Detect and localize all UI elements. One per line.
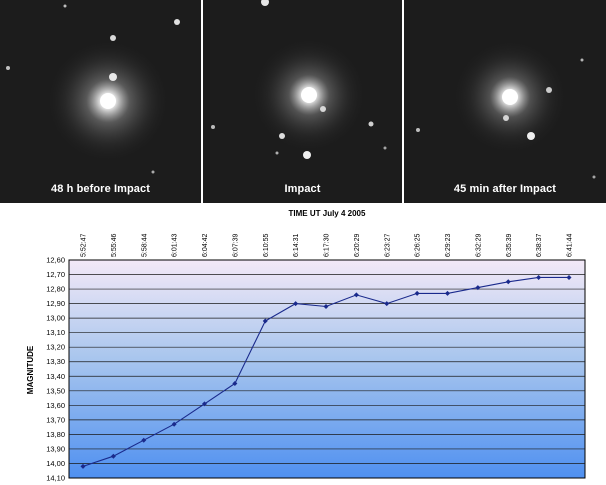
y-tick-label: 13,80 — [46, 430, 65, 439]
y-tick-label: 13,60 — [46, 401, 65, 410]
series-markers — [80, 274, 572, 469]
x-tick-label: 6:17:30 — [324, 234, 331, 257]
data-point — [232, 381, 238, 387]
x-tick-label: 5:58:44 — [141, 234, 148, 257]
y-tick-label: 13,70 — [46, 415, 65, 424]
x-tick-label: 6:10:55 — [263, 234, 270, 257]
comet-image-before — [6, 4, 180, 174]
x-tick-label: 6:23:27 — [384, 234, 391, 257]
x-tick-label: 6:41:44 — [567, 234, 574, 257]
data-point — [293, 301, 299, 307]
data-point — [353, 292, 359, 298]
x-tick-label: 6:32:29 — [475, 234, 482, 257]
comet-image-impact — [211, 0, 387, 159]
data-point — [566, 274, 572, 280]
y-tick-label: 13,50 — [46, 386, 65, 395]
y-axis-ticks: 12,60 12,70 12,80 12,90 13,00 13,10 13,20 13,30… — [46, 256, 65, 483]
data-point — [141, 437, 147, 443]
photo-panel-before: 48 h before Impact — [0, 0, 201, 203]
x-tick-label: 6:07:39 — [232, 234, 239, 257]
y-tick-label: 14,00 — [46, 459, 65, 468]
y-tick-label: 12,90 — [46, 299, 65, 308]
y-tick-label: 12,70 — [46, 270, 65, 279]
y-tick-label: 13,00 — [46, 314, 65, 323]
data-point — [414, 290, 420, 296]
x-tick-label: 5:55:46 — [111, 234, 118, 257]
x-tick-label: 6:26:25 — [415, 234, 422, 257]
data-point — [536, 274, 542, 280]
data-point — [202, 401, 207, 407]
data-point — [80, 463, 86, 469]
x-tick-label: 6:38:37 — [536, 234, 543, 257]
plot-area — [68, 259, 586, 479]
data-point — [171, 421, 177, 427]
data-point — [323, 304, 329, 310]
magnitude-chart: 12,60 12,70 12,80 12,90 13,00 13,10 13,20 13,30… — [26, 209, 586, 483]
x-tick-label: 6:04:42 — [202, 234, 209, 257]
photo-panel-after: 45 min after Impact — [404, 0, 606, 203]
y-tick-label: 13,30 — [46, 357, 65, 366]
x-tick-label: 6:01:43 — [172, 234, 179, 257]
data-point — [445, 290, 450, 296]
grid-lines — [69, 274, 585, 464]
panel-caption: 48 h before Impact — [51, 183, 150, 195]
x-tick-label: 5:52:47 — [81, 234, 88, 257]
data-point — [475, 285, 481, 291]
x-tick-label: 6:29:23 — [445, 234, 452, 257]
data-point — [110, 453, 116, 459]
x-tick-label: 6:35:39 — [506, 234, 513, 257]
y-tick-label: 12,60 — [46, 256, 65, 265]
data-point — [505, 279, 511, 285]
y-axis-title: MAGNITUDE — [26, 345, 35, 394]
photo-panel-impact: Impact — [203, 0, 402, 203]
y-tick-label: 12,80 — [46, 285, 65, 294]
y-tick-label: 13,40 — [46, 372, 65, 381]
data-point — [384, 301, 390, 307]
x-axis-ticks: 5:52:47 5:55:46 5:58:44 6:01:43 6:04:42 6:07:… — [81, 234, 574, 257]
y-tick-label: 13,10 — [46, 328, 65, 337]
chart-title: TIME UT July 4 2005 — [289, 209, 366, 218]
x-tick-label: 6:20:29 — [354, 234, 361, 257]
data-point — [262, 318, 268, 324]
x-tick-label: 6:14:31 — [293, 234, 300, 257]
y-tick-label: 13,20 — [46, 343, 65, 352]
y-tick-label: 13,90 — [46, 444, 65, 453]
y-tick-label: 14,10 — [46, 474, 65, 483]
panel-caption: Impact — [284, 183, 321, 195]
panel-caption: 45 min after Impact — [453, 183, 557, 195]
comet-image-after — [416, 39, 596, 179]
